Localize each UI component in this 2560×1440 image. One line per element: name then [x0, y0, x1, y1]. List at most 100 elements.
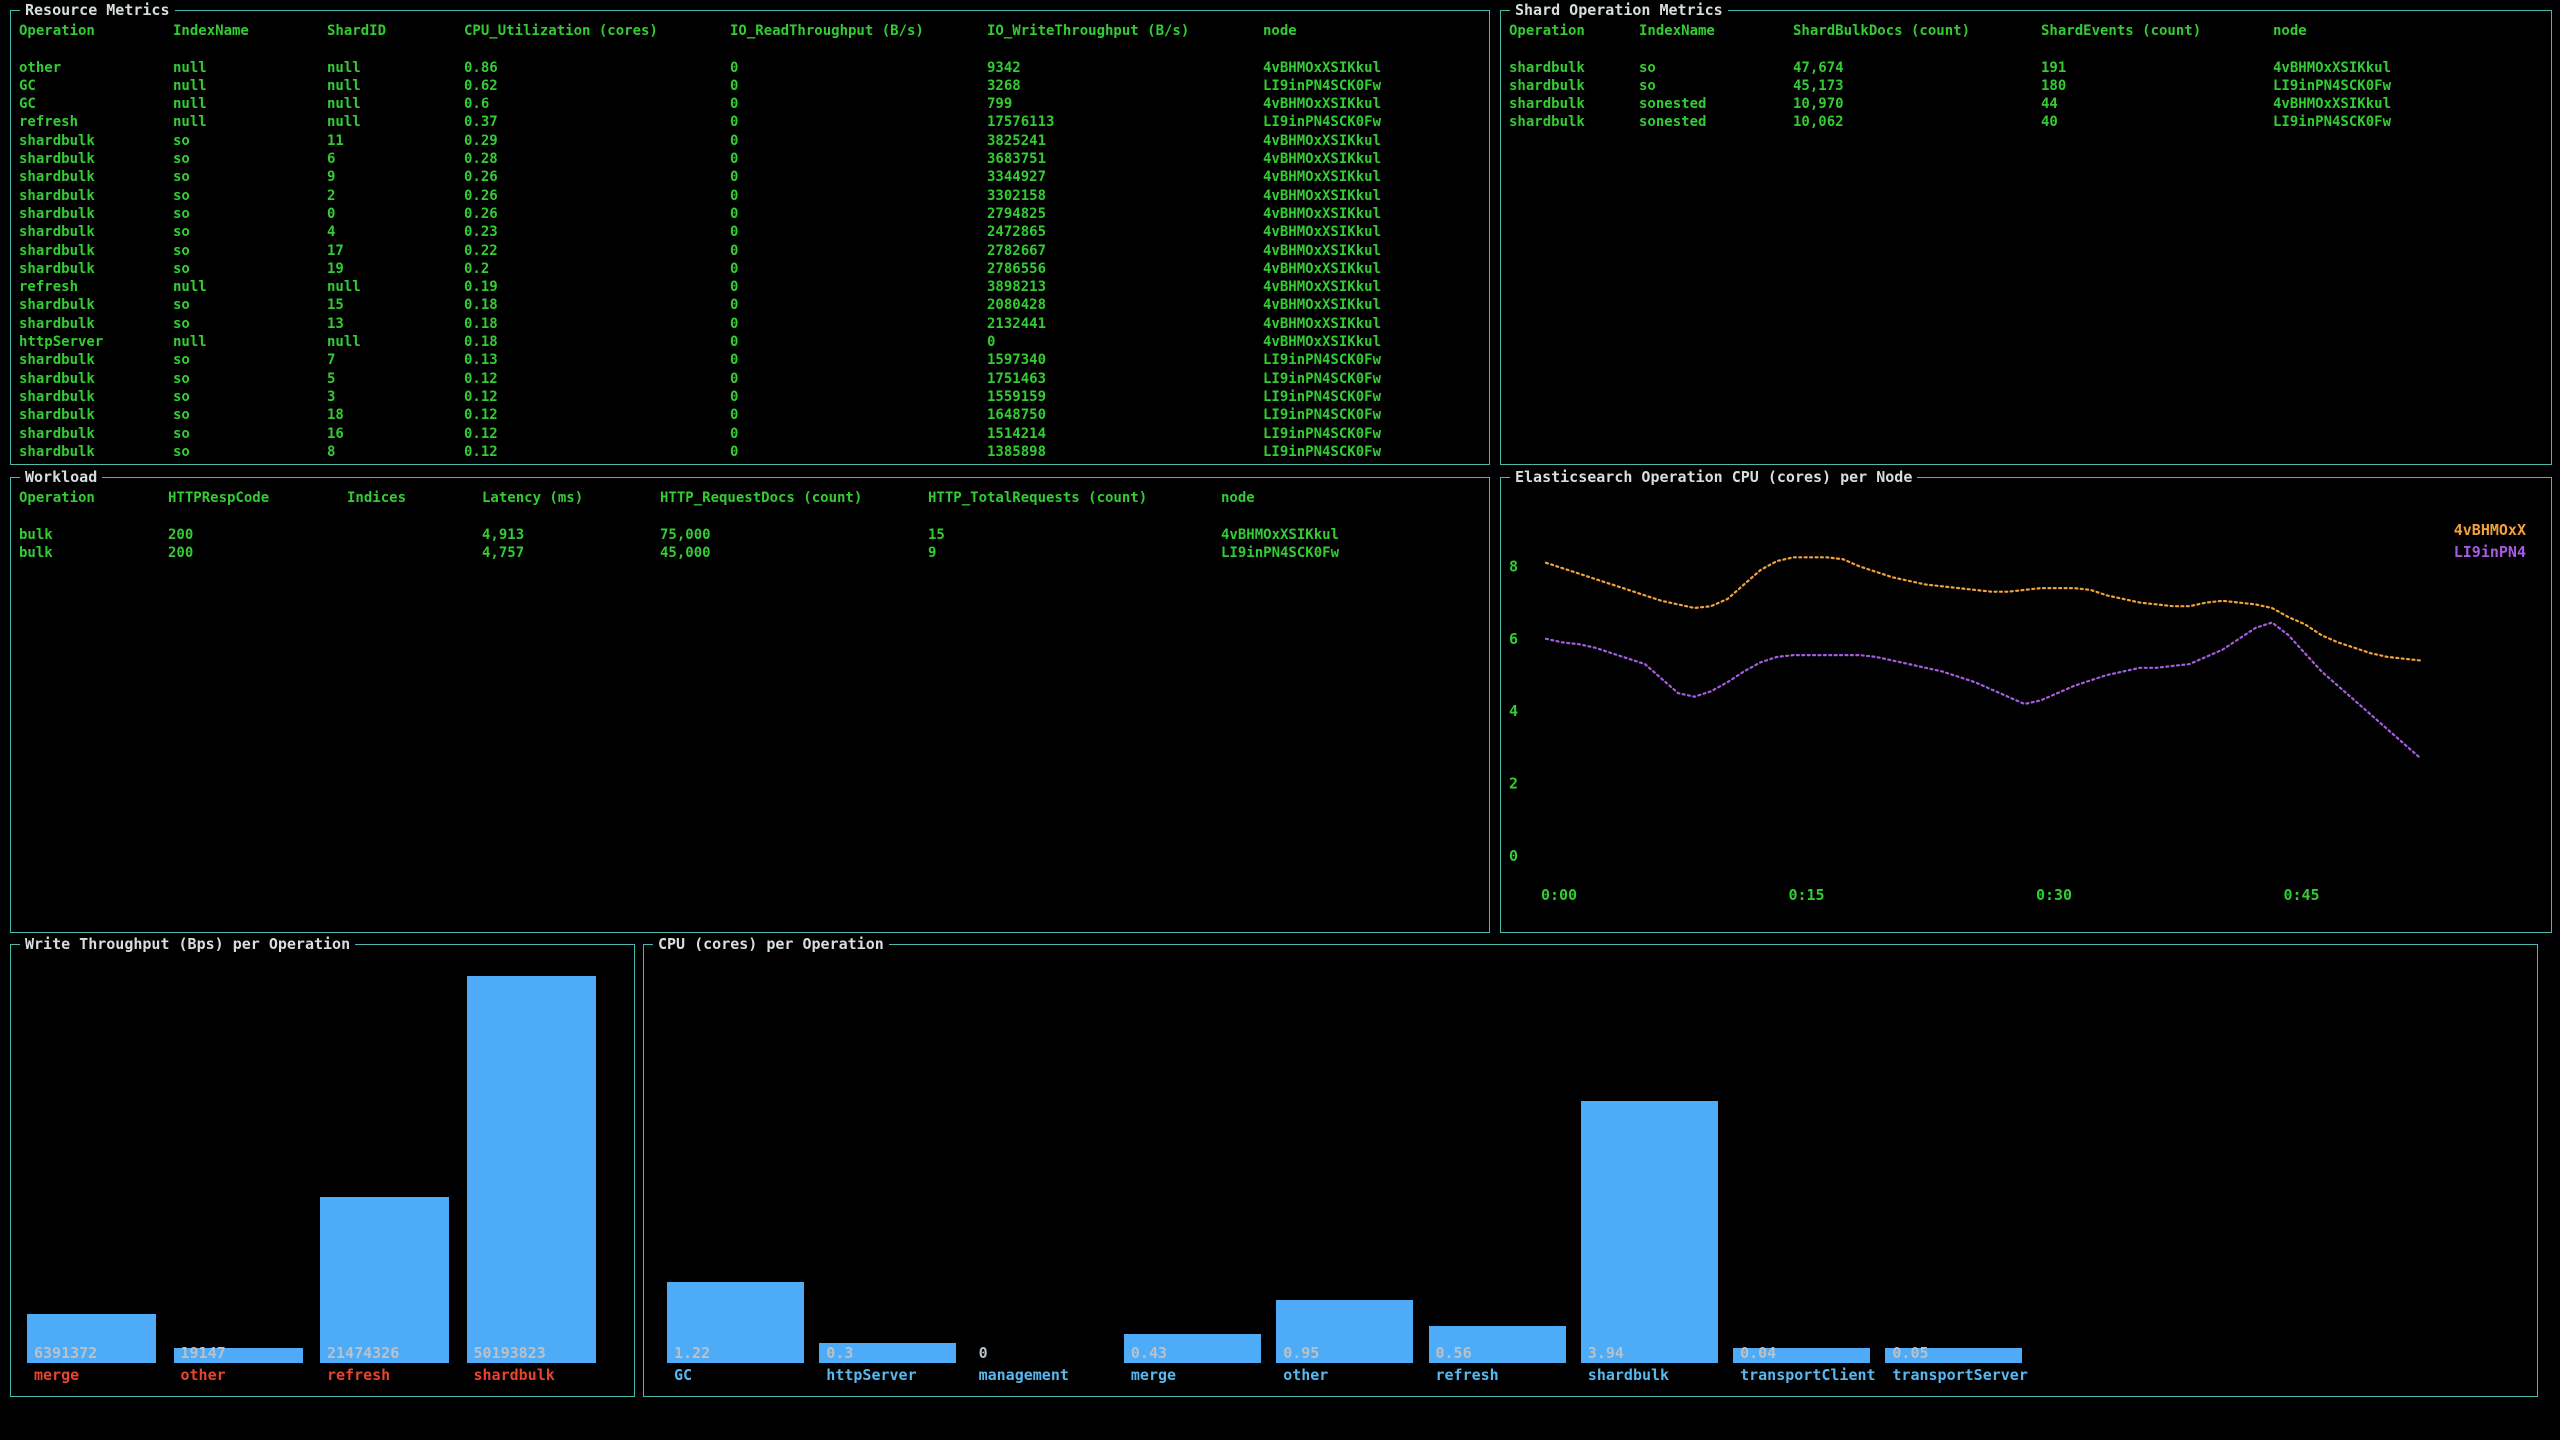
- table-header-cell: HTTP_TotalRequests (count): [928, 490, 1148, 506]
- table-cell: sonested: [1639, 114, 1707, 131]
- bar: [1428, 1325, 1566, 1363]
- table-cell: 17: [327, 242, 344, 259]
- table-cell: so: [173, 151, 190, 168]
- table-cell: shardbulk: [19, 187, 95, 204]
- panel-title-es-cpu-chart: Elasticsearch Operation CPU (cores) per …: [1510, 468, 1918, 486]
- table-header-cell: node: [1221, 490, 1255, 506]
- table-cell: 40: [2041, 114, 2058, 131]
- x-tick-label: 0:00: [1541, 886, 1577, 904]
- table-cell: 0: [730, 169, 739, 186]
- table-cell: 0.12: [464, 370, 498, 387]
- workload-table: Operation HTTPRespCode Indices Latency (ms)…: [11, 478, 1489, 932]
- table-cell: so: [173, 388, 190, 405]
- table-cell: 4vBHMOxXSIKkul: [1263, 205, 1382, 222]
- panel-shard-operation-metrics: Shard Operation Metrics Operation IndexNa…: [1500, 1, 2552, 465]
- write-throughput-bar-chart: 6391372 merge 19147 other 21474326 refresh 501…: [11, 945, 634, 1396]
- bar: [1733, 1348, 1871, 1363]
- table-cell: 8: [327, 443, 336, 460]
- bar-category: transportServer: [1892, 1366, 2028, 1384]
- table-cell: LI9inPN4SCK0Fw: [1263, 370, 1382, 387]
- table-cell: 19: [327, 260, 344, 277]
- table-cell: 4vBHMOxXSIKkul: [1263, 96, 1382, 113]
- table-cell: 799: [987, 96, 1013, 113]
- table-cell: 0: [730, 114, 739, 131]
- table-cell: so: [173, 425, 190, 442]
- bar-value: 0.56: [1435, 1344, 1472, 1362]
- table-cell: 0: [730, 224, 739, 241]
- table-cell: 0.18: [464, 297, 498, 314]
- table-header-cell: Operation: [19, 490, 95, 506]
- table-cell: 11: [327, 132, 344, 149]
- table-cell: 2472865: [987, 224, 1047, 241]
- table-cell: 45,173: [1793, 77, 1844, 94]
- table-cell: 0.18: [464, 334, 498, 351]
- table-cell: refresh: [19, 279, 79, 296]
- table-cell: 0.2: [464, 260, 490, 277]
- table-gap-row: [19, 40, 1489, 58]
- table-cell: 3302158: [987, 187, 1047, 204]
- table-cell: 2080428: [987, 297, 1047, 314]
- es-cpu-line-chart: 8 6 4 2 0 0:00 0:15 0:30 0:45 4vBHMOxX LI9inPN4: [1509, 521, 2526, 904]
- table-cell: 191: [2041, 59, 2067, 76]
- table-cell: 2: [327, 187, 336, 204]
- bar-category: shardbulk: [473, 1366, 555, 1384]
- table-cell: shardbulk: [1509, 96, 1585, 113]
- bar-value: 50193823: [473, 1344, 546, 1362]
- table-cell: GC: [19, 96, 36, 113]
- table-cell: 45,000: [660, 544, 711, 561]
- panel-title-write-throughput: Write Throughput (Bps) per Operation: [20, 935, 356, 953]
- table-cell: 10,970: [1793, 96, 1844, 113]
- table-cell: 0: [730, 96, 739, 113]
- table-cell: so: [173, 205, 190, 222]
- table-cell: 0: [987, 334, 996, 351]
- bar-category: merge: [1130, 1366, 1177, 1384]
- table-cell: shardbulk: [19, 425, 95, 442]
- table-cell: 200: [168, 544, 194, 561]
- table-cell: 0.29: [464, 132, 498, 149]
- table-cell: 4,757: [482, 544, 525, 561]
- table-cell: 10,062: [1793, 114, 1844, 131]
- table-cell: 17576113: [987, 114, 1055, 131]
- table-cell: 0.28: [464, 151, 498, 168]
- table-cell: LI9inPN4SCK0Fw: [1263, 407, 1382, 424]
- table-cell: shardbulk: [19, 132, 95, 149]
- table-cell: 2786556: [987, 260, 1047, 277]
- table-cell: 4vBHMOxXSIKkul: [1263, 187, 1382, 204]
- table-cell: shardbulk: [1509, 114, 1585, 131]
- table-cell: 0: [730, 205, 739, 222]
- table-cell: shardbulk: [19, 388, 95, 405]
- table-cell: 0.26: [464, 169, 498, 186]
- table-header-cell: ShardBulkDocs (count): [1793, 23, 1971, 39]
- table-cell: so: [1639, 59, 1656, 76]
- table-cell: 4vBHMOxXSIKkul: [1263, 224, 1382, 241]
- table-cell: 0.12: [464, 407, 498, 424]
- table-cell: 4vBHMOxXSIKkul: [1263, 260, 1382, 277]
- table-cell: 0: [730, 443, 739, 460]
- panel-resource-metrics: Resource Metrics Operation IndexName Shard…: [10, 1, 1490, 465]
- table-cell: 9: [928, 544, 937, 561]
- line-series-4vBHMOxX: [1544, 556, 2422, 662]
- bar-value: 0.3: [826, 1344, 854, 1362]
- table-header-cell: node: [1263, 23, 1297, 39]
- bar: [27, 1313, 156, 1363]
- bar: [173, 1348, 303, 1363]
- table-header-cell: IO_ReadThroughput (B/s): [730, 23, 924, 39]
- table-header-cell: Indices: [347, 490, 407, 506]
- table-cell: so: [173, 407, 190, 424]
- table-cell: shardbulk: [19, 443, 95, 460]
- table-header-cell: IO_WriteThroughput (B/s): [987, 23, 1190, 39]
- table-cell: sonested: [1639, 96, 1707, 113]
- table-cell: 0: [730, 242, 739, 259]
- bar: [466, 976, 596, 1363]
- bar: [667, 1281, 804, 1363]
- table-cell: 4vBHMOxXSIKkul: [1263, 132, 1382, 149]
- bar: [1580, 1101, 1718, 1363]
- table-cell: 4vBHMOxXSIKkul: [2273, 96, 2392, 113]
- table-cell: LI9inPN4SCK0Fw: [1221, 544, 1340, 561]
- table-cell: 0.62: [464, 77, 498, 94]
- table-cell: 0.12: [464, 388, 498, 405]
- table-cell: 0.19: [464, 279, 498, 296]
- table-cell: shardbulk: [19, 169, 95, 186]
- table-cell: 0: [730, 132, 739, 149]
- table-cell: 3683751: [987, 151, 1047, 168]
